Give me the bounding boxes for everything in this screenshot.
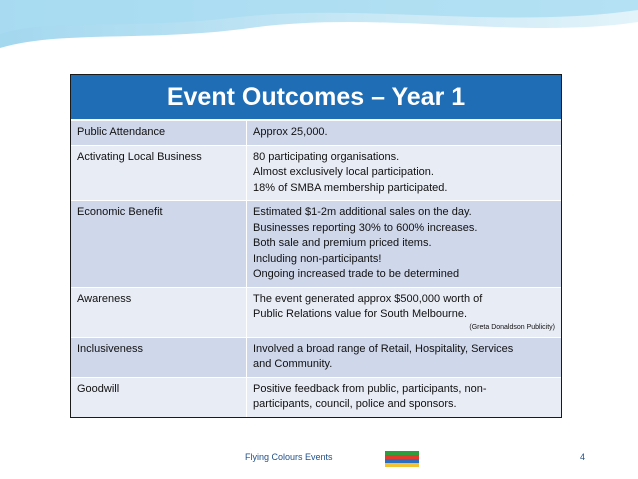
- value-line: Businesses reporting 30% to 600% increas…: [253, 221, 478, 234]
- flag-logo: [385, 451, 419, 467]
- wave-line: [0, 25, 638, 53]
- value-line: Estimated $1-2m additional sales on the …: [253, 206, 472, 218]
- table-title: Event Outcomes – Year 1: [71, 75, 561, 120]
- row-value: Involved a broad range of Retail, Hospit…: [247, 338, 561, 377]
- table-row: Goodwill Positive feedback from public, p…: [71, 376, 561, 417]
- row-label: Awareness: [71, 287, 247, 337]
- value-line: Involved a broad range of Retail, Hospit…: [253, 342, 514, 355]
- row-label: Activating Local Business: [71, 145, 247, 200]
- row-label: Public Attendance: [71, 121, 247, 145]
- row-value: The event generated approx $500,000 wort…: [247, 288, 561, 337]
- value-line: participants, council, police and sponso…: [253, 398, 457, 410]
- row-value: Approx 25,000.: [247, 121, 561, 145]
- row-label: Economic Benefit: [71, 201, 247, 287]
- value-line: Positive feedback from public, participa…: [253, 382, 487, 395]
- table-row: Economic Benefit Estimated $1-2m addition…: [71, 200, 561, 287]
- wave: [0, 0, 638, 34]
- outcomes-table: Event Outcomes – Year 1 Public Attendanc…: [70, 74, 562, 418]
- footer-text: Flying Colours Events: [245, 452, 333, 462]
- value-line: Including non-participants!: [253, 252, 382, 265]
- value-line: 80 participating organisations.: [253, 150, 400, 163]
- value-line: Approx 25,000.: [253, 126, 328, 138]
- row-value: Positive feedback from public, participa…: [247, 378, 561, 417]
- value-line: The event generated approx $500,000 wort…: [253, 292, 483, 305]
- table-row: Activating Local Business 80 participatin…: [71, 144, 561, 201]
- table-row: Inclusiveness Involved a broad range of R…: [71, 336, 561, 377]
- value-line: 18% of SMBA membership participated.: [253, 181, 448, 194]
- row-label: Inclusiveness: [71, 337, 247, 377]
- header-waves: [0, 0, 638, 53]
- value-line: and Community.: [253, 358, 333, 370]
- row-label: Goodwill: [71, 377, 247, 417]
- value-note: (Greta Donaldson Publicity): [469, 323, 555, 331]
- value-line: Ongoing increased trade to be determined: [253, 268, 460, 280]
- table-body: Public Attendance Approx 25,000. Activatin…: [71, 120, 561, 417]
- row-value: 80 participating organisations. Almost ex…: [247, 146, 561, 201]
- row-value: Estimated $1-2m additional sales on the …: [247, 201, 561, 287]
- value-line: Both sale and premium priced items.: [253, 237, 432, 249]
- table-row: Awareness The event generated approx $500…: [71, 286, 561, 337]
- value-line: Public Relations value for South Melbour…: [253, 308, 468, 320]
- page-number: 4: [580, 452, 586, 462]
- table-row: Public Attendance Approx 25,000.: [71, 120, 561, 145]
- value-line: Almost exclusively local participation.: [253, 166, 434, 178]
